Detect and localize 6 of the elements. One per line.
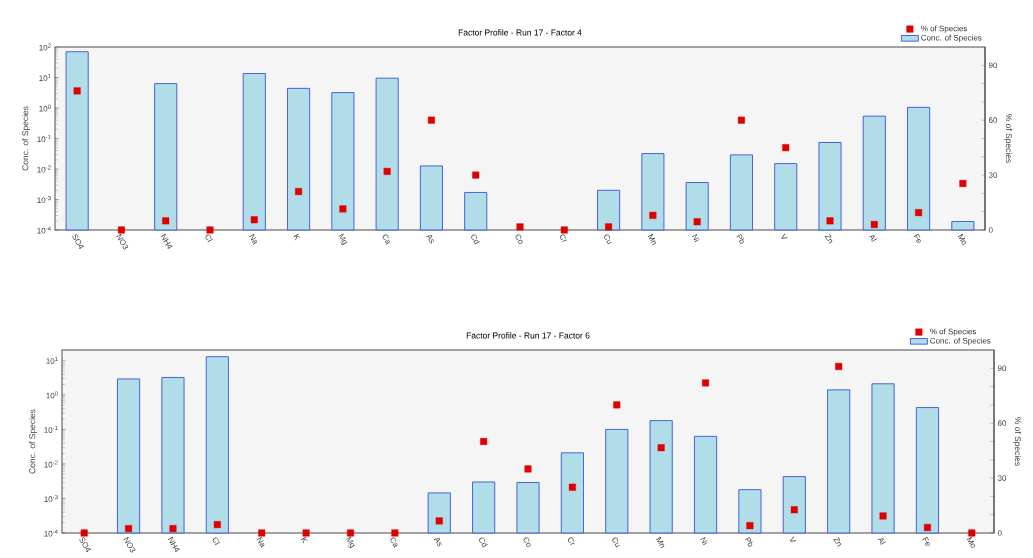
y-axis-title: Conc. of Species <box>22 106 30 171</box>
chart-title: Factor Profile - Run 17 - Factor 6 <box>466 332 590 339</box>
y2-axis-title: % of Species <box>1004 114 1013 163</box>
y2-axis-title: % of Species <box>1013 417 1022 466</box>
chart-title: Factor Profile - Run 17 - Factor 4 <box>458 29 582 36</box>
y-axis-title: Conc. of Species <box>29 409 37 474</box>
